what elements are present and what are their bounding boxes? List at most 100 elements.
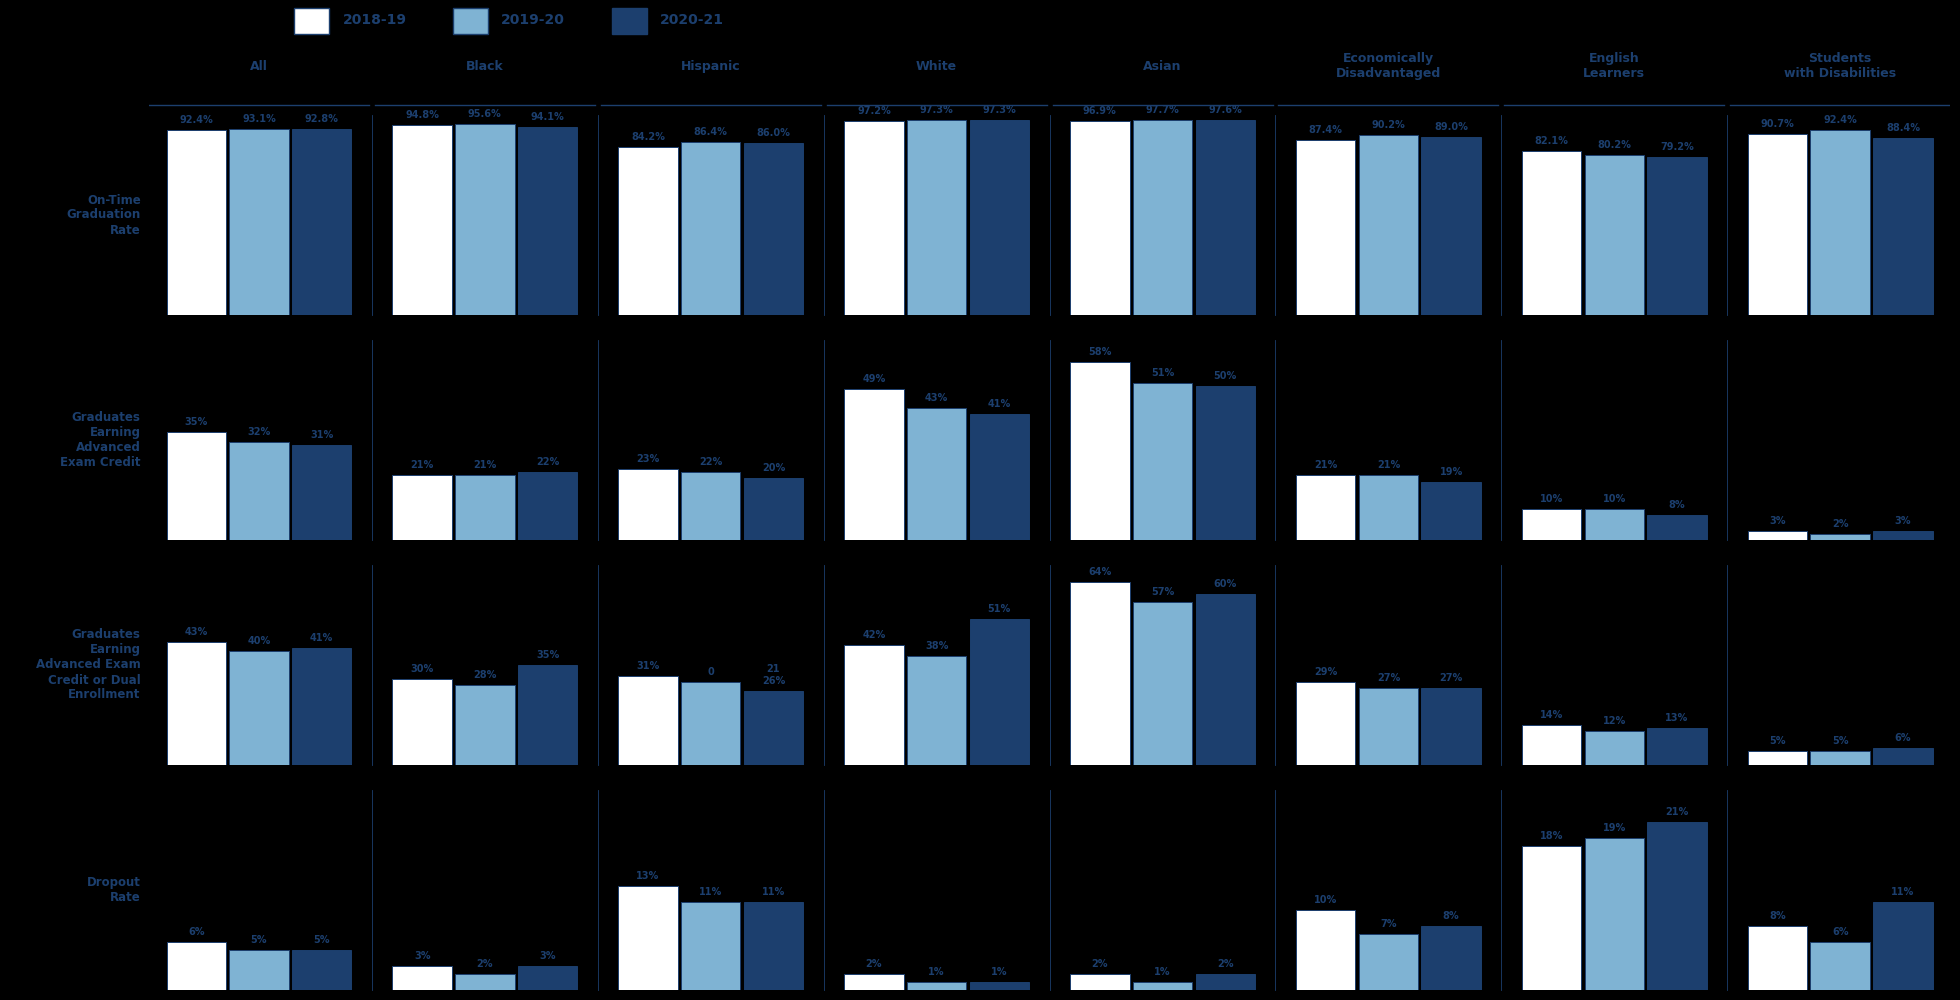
Bar (1811, 942, 1870, 990)
Text: Dropout
Rate: Dropout Rate (86, 876, 141, 904)
Text: 19%: 19% (1603, 823, 1627, 833)
Text: 8%: 8% (1668, 500, 1686, 510)
Text: 3%: 3% (1770, 516, 1786, 526)
Text: 38%: 38% (925, 641, 949, 651)
Bar (1521, 846, 1582, 990)
Text: 21
26%: 21 26% (762, 664, 786, 686)
Bar (617, 886, 678, 990)
Bar (1196, 974, 1254, 990)
Text: 2%: 2% (1092, 959, 1107, 969)
Text: 2019-20: 2019-20 (502, 13, 564, 27)
Bar (1296, 910, 1356, 990)
Text: On-Time
Graduation
Rate: On-Time Graduation Rate (67, 194, 141, 236)
Text: 89.0%: 89.0% (1435, 122, 1468, 132)
Text: 40%: 40% (247, 636, 270, 646)
Text: 86.4%: 86.4% (694, 127, 727, 137)
Bar (392, 475, 453, 540)
Text: 51%: 51% (1151, 368, 1174, 378)
Text: 31%: 31% (310, 430, 333, 440)
Text: 86.0%: 86.0% (757, 128, 790, 138)
Text: 3%: 3% (539, 951, 557, 961)
Text: 42%: 42% (862, 630, 886, 640)
Bar (907, 408, 966, 540)
Text: 93.1%: 93.1% (243, 114, 276, 124)
Bar (1584, 509, 1644, 540)
Bar (1521, 509, 1582, 540)
Text: 21%: 21% (1666, 807, 1690, 817)
Text: Students
with Disabilities: Students with Disabilities (1784, 52, 1895, 80)
Text: 14%: 14% (1541, 710, 1564, 720)
Bar (392, 125, 453, 315)
Text: 92.4%: 92.4% (180, 115, 214, 125)
Bar (455, 475, 515, 540)
Bar (680, 902, 741, 990)
Text: 5%: 5% (1770, 736, 1786, 746)
Bar (1133, 982, 1192, 990)
Text: 27%: 27% (1376, 673, 1399, 683)
Bar (1811, 130, 1870, 315)
Text: English
Learners: English Learners (1584, 52, 1644, 80)
Text: 88.4%: 88.4% (1886, 123, 1921, 133)
Text: 50%: 50% (1213, 371, 1237, 381)
Text: 97.2%: 97.2% (857, 106, 890, 116)
Bar (1748, 926, 1807, 990)
Bar (680, 472, 741, 540)
Text: 8%: 8% (1443, 911, 1460, 921)
Text: 92.4%: 92.4% (1823, 115, 1856, 125)
Bar (455, 685, 515, 765)
Bar (229, 950, 288, 990)
Text: 43%: 43% (184, 627, 208, 637)
Text: 7%: 7% (1380, 919, 1397, 929)
Bar (1070, 121, 1129, 315)
Text: 21%: 21% (410, 460, 433, 470)
Bar (845, 645, 904, 765)
Bar (1133, 383, 1192, 540)
Bar (1584, 838, 1644, 990)
Text: 13%: 13% (1666, 713, 1690, 723)
Text: Graduates
Earning
Advanced Exam
Credit or Dual
Enrollment: Graduates Earning Advanced Exam Credit o… (35, 629, 141, 702)
Text: 97.6%: 97.6% (1209, 105, 1243, 115)
Text: 27%: 27% (1439, 673, 1462, 683)
Text: 90.2%: 90.2% (1372, 120, 1405, 130)
Bar (1358, 135, 1419, 315)
Bar (1584, 731, 1644, 765)
Bar (1421, 137, 1482, 315)
Bar (1646, 728, 1707, 765)
Bar (455, 974, 515, 990)
Bar (1646, 515, 1707, 540)
Bar (392, 679, 453, 765)
Text: 5%: 5% (251, 935, 267, 945)
Text: 80.2%: 80.2% (1597, 140, 1631, 150)
Bar (1296, 140, 1356, 315)
Text: 84.2%: 84.2% (631, 132, 664, 142)
Text: 10%: 10% (1541, 494, 1564, 504)
Text: 1%: 1% (929, 967, 945, 977)
Bar (680, 682, 741, 765)
Bar (517, 665, 578, 765)
Text: 6%: 6% (188, 927, 204, 937)
Text: 1%: 1% (992, 967, 1007, 977)
Text: 60%: 60% (1213, 579, 1237, 589)
Bar (1196, 120, 1254, 315)
Text: 35%: 35% (535, 650, 559, 660)
Bar (1196, 386, 1254, 540)
Bar (1358, 934, 1419, 990)
Bar (292, 648, 351, 765)
Text: 21%: 21% (472, 460, 496, 470)
Text: 10%: 10% (1603, 494, 1627, 504)
Bar (1521, 725, 1582, 765)
Text: 31%: 31% (637, 661, 661, 671)
Text: 22%: 22% (535, 457, 559, 467)
Bar (292, 129, 351, 315)
Bar (1874, 748, 1933, 765)
Text: 2%: 2% (1217, 959, 1233, 969)
Bar (517, 472, 578, 540)
Bar (453, 8, 488, 34)
Text: 64%: 64% (1088, 567, 1111, 577)
Text: Economically
Disadvantaged: Economically Disadvantaged (1337, 52, 1441, 80)
Bar (1421, 482, 1482, 540)
Text: 2%: 2% (1833, 519, 1848, 529)
Bar (845, 121, 904, 315)
Text: 10%: 10% (1313, 895, 1337, 905)
Bar (1748, 751, 1807, 765)
